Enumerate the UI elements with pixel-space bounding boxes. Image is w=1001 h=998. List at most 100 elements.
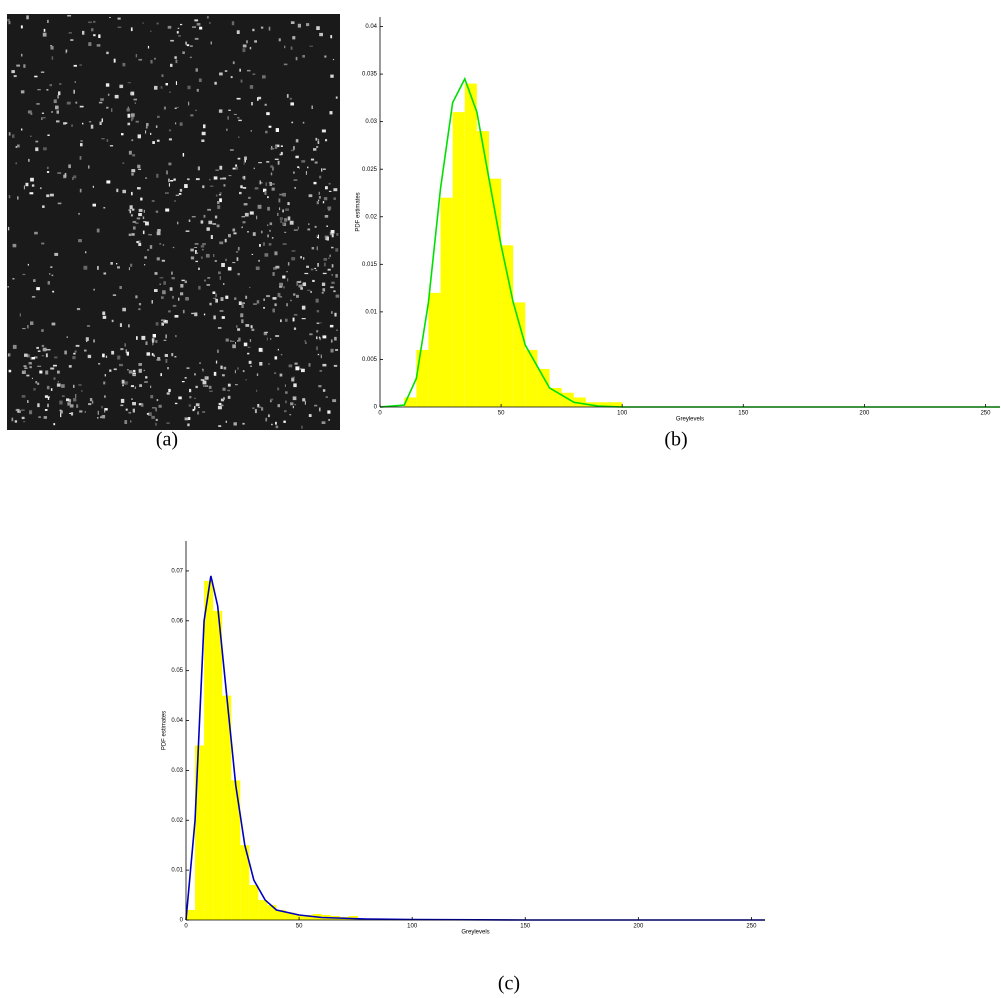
speckle	[173, 178, 176, 181]
speckle	[105, 355, 108, 358]
speckle	[169, 91, 171, 93]
speckle	[198, 267, 200, 270]
speckle	[89, 398, 93, 402]
speckle	[138, 168, 142, 170]
speckle	[135, 222, 139, 224]
image-background	[7, 14, 340, 430]
speckle	[280, 319, 282, 323]
speckle	[219, 241, 224, 245]
speckle	[230, 340, 235, 342]
speckle	[290, 102, 294, 106]
speckle	[128, 150, 132, 155]
speckle	[133, 226, 136, 230]
speckle	[124, 381, 128, 385]
speckle	[249, 339, 252, 342]
speckle	[8, 226, 10, 230]
speckle	[182, 51, 185, 54]
speckle	[12, 243, 17, 248]
speckle	[256, 215, 258, 220]
speckle	[277, 160, 280, 165]
speckle	[87, 354, 92, 359]
speckle	[195, 178, 200, 181]
y-tick-label: 0.06	[171, 618, 183, 624]
speckle	[295, 366, 300, 371]
speckle	[178, 297, 180, 301]
speckle	[333, 197, 336, 200]
speckle	[274, 356, 278, 360]
speckle	[272, 166, 274, 171]
speckle	[70, 412, 74, 416]
speckle	[132, 402, 136, 406]
y-axis-label: PDF estimates	[356, 192, 362, 231]
speckle	[101, 138, 105, 140]
speckle	[308, 363, 311, 367]
speckle	[268, 363, 270, 365]
speckle	[126, 381, 129, 384]
speckle	[203, 385, 205, 387]
speckle	[152, 141, 155, 144]
speckle	[248, 360, 252, 364]
speckle	[161, 296, 164, 299]
speckle	[64, 350, 67, 355]
speckle	[46, 89, 49, 91]
speckle	[145, 341, 148, 345]
speckle	[132, 408, 135, 413]
speckle	[305, 171, 307, 175]
speckle	[138, 368, 142, 373]
speckle	[13, 75, 17, 78]
speckle	[260, 182, 263, 184]
speckle	[73, 384, 75, 388]
speckle	[241, 216, 245, 218]
speckle	[182, 153, 185, 157]
speckle	[152, 334, 156, 338]
speckle	[117, 26, 122, 28]
speckle	[265, 130, 268, 134]
speckle	[67, 402, 71, 406]
speckle	[274, 158, 279, 160]
speckle	[297, 23, 301, 28]
speckle	[85, 251, 87, 254]
x-tick-label: 50	[498, 411, 505, 417]
speckle	[336, 233, 339, 236]
speckle	[162, 290, 166, 295]
speckle	[257, 97, 259, 101]
speckle	[156, 257, 160, 261]
speckle	[218, 109, 223, 113]
speckle	[7, 354, 9, 357]
speckle	[88, 42, 92, 46]
speckle	[330, 348, 334, 353]
speckle	[166, 422, 170, 424]
speckle	[215, 360, 218, 364]
speckle	[184, 377, 187, 379]
speckle	[72, 356, 76, 360]
speckle	[229, 149, 234, 151]
speckle	[27, 325, 29, 329]
speckle	[161, 319, 165, 322]
speckle	[144, 256, 147, 259]
y-tick-label: 0.05	[171, 668, 183, 674]
speckle	[299, 368, 302, 370]
speckle	[210, 41, 212, 45]
speckle	[238, 337, 241, 342]
speckle	[253, 303, 257, 305]
speckle	[86, 325, 91, 327]
speckle	[331, 311, 333, 314]
speckle	[333, 290, 336, 293]
speckle	[104, 408, 106, 413]
speckle	[155, 125, 158, 128]
speckle	[238, 301, 242, 305]
speckle	[138, 308, 141, 311]
y-tick-label: 0	[374, 405, 378, 411]
speckle	[145, 130, 147, 134]
speckle	[127, 122, 131, 126]
speckle	[171, 353, 174, 357]
speckle	[323, 258, 328, 261]
speckle	[154, 57, 156, 60]
speckle	[56, 383, 61, 387]
speckle	[319, 337, 321, 341]
speckle	[138, 208, 143, 212]
speckle	[272, 297, 277, 300]
speckle	[301, 318, 306, 320]
speckle	[300, 256, 302, 259]
speckle	[227, 389, 230, 392]
